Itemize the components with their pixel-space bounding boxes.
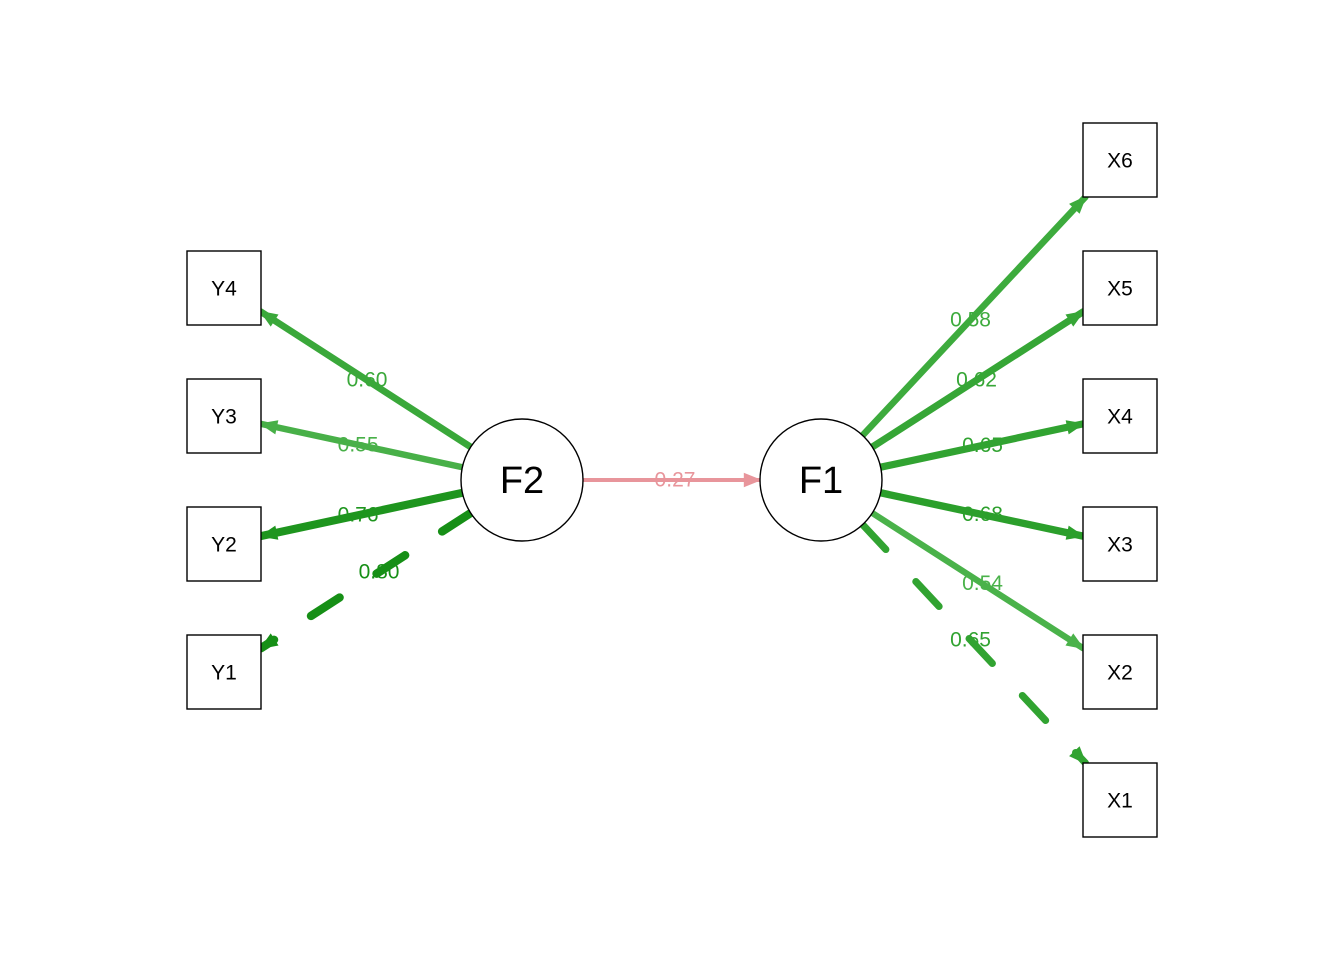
- node-y2: Y2: [186, 506, 262, 582]
- edge-label-f1-x4: 0.65: [962, 434, 1003, 457]
- node-label: X1: [1107, 790, 1133, 813]
- observed-node-shape: [186, 506, 262, 582]
- observed-node-shape: [186, 378, 262, 454]
- edge-label-f1-x6: 0.58: [950, 309, 991, 332]
- observed-node-shape: [1082, 634, 1158, 710]
- edge-label-f1-x1: 0.65: [950, 629, 991, 652]
- edge-label-f1-x3: 0.68: [962, 503, 1003, 526]
- observed-node-shape: [1082, 378, 1158, 454]
- node-x4: X4: [1082, 378, 1158, 454]
- node-label: X4: [1107, 406, 1133, 429]
- label-layer: -0.27 0.60 0.55 0.76 0.80 0.58 0.62 0.65 0.68 0.5…: [338, 309, 1004, 652]
- node-label: F2: [500, 460, 544, 502]
- node-layer: F2 F1 Y4 Y3 Y2 Y1 X6 X5 X4 X3 X2 X1: [186, 122, 1158, 838]
- node-x3: X3: [1082, 506, 1158, 582]
- node-label: F1: [799, 460, 843, 502]
- node-y4: Y4: [186, 250, 262, 326]
- observed-node-shape: [1082, 762, 1158, 838]
- edge-f1-x2: [869, 509, 1087, 652]
- node-x6: X6: [1082, 122, 1158, 198]
- node-x5: X5: [1082, 250, 1158, 326]
- edge-f1-x6: [859, 193, 1089, 439]
- node-label: X6: [1107, 150, 1133, 173]
- edge-f1-x5: [868, 308, 1087, 451]
- observed-node-shape: [186, 634, 262, 710]
- edge-label-f1-x2: 0.54: [962, 572, 1003, 595]
- latent-node-shape: [759, 418, 883, 542]
- node-label: X3: [1107, 534, 1133, 557]
- edge-f2-y2: [256, 488, 467, 541]
- observed-node-shape: [1082, 122, 1158, 198]
- node-label: Y1: [211, 662, 237, 685]
- node-f2: F2: [460, 418, 584, 542]
- latent-node-shape: [460, 418, 584, 542]
- node-y1: Y1: [186, 634, 262, 710]
- edge-label-f2-f1: -0.27: [648, 469, 696, 492]
- edge-f1-x4: [876, 420, 1087, 471]
- edge-layer: [256, 193, 1090, 767]
- edge-label-f2-y4: 0.60: [347, 369, 388, 392]
- node-label: X2: [1107, 662, 1133, 685]
- node-label: Y2: [211, 534, 237, 557]
- edge-label-f2-y3: 0.55: [338, 433, 379, 456]
- observed-node-shape: [1082, 506, 1158, 582]
- observed-node-shape: [1082, 250, 1158, 326]
- edge-label-f2-y2: 0.76: [338, 504, 379, 527]
- observed-node-shape: [186, 250, 262, 326]
- edge-label-f2-y1: 0.80: [359, 561, 400, 584]
- node-label: Y3: [211, 406, 237, 429]
- edge-f1-x1: [858, 520, 1090, 767]
- node-label: X5: [1107, 278, 1133, 301]
- edge-f2-y4: [257, 308, 475, 451]
- node-x2: X2: [1082, 634, 1158, 710]
- edge-label-f1-x5: 0.62: [956, 369, 997, 392]
- node-x1: X1: [1082, 762, 1158, 838]
- edge-f1-x3: [876, 489, 1087, 540]
- node-label: Y4: [211, 278, 237, 301]
- node-f1: F1: [759, 418, 883, 542]
- edge-f2-y3: [257, 420, 466, 471]
- node-y3: Y3: [186, 378, 262, 454]
